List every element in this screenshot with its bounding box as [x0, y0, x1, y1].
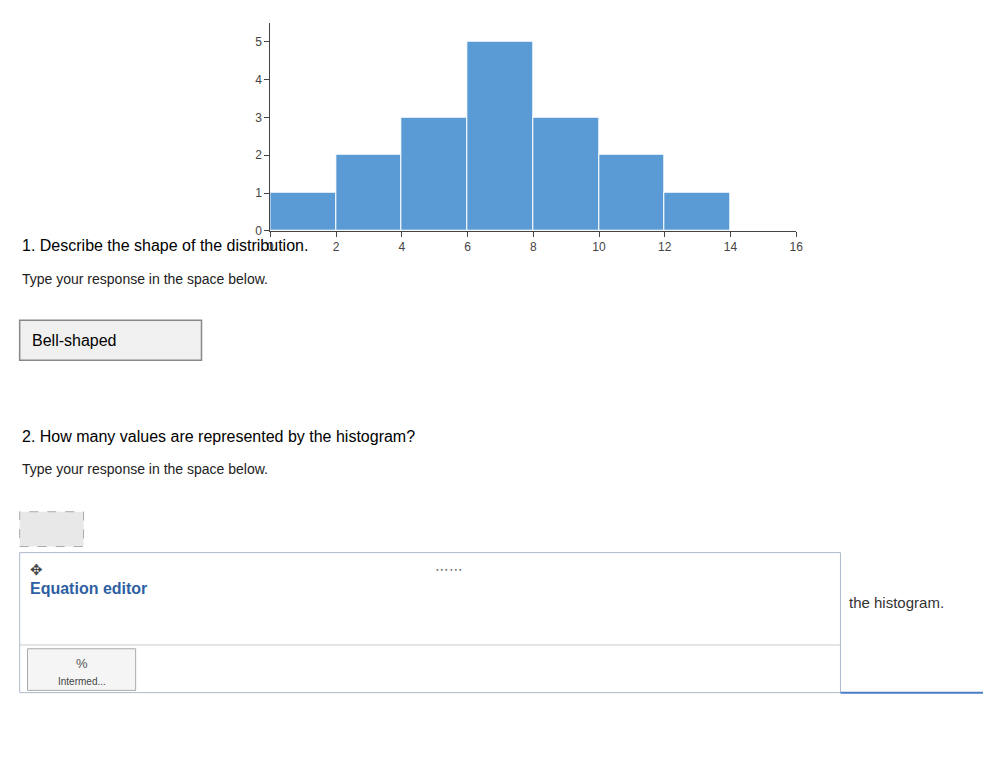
svg-text:4: 4	[398, 240, 405, 254]
svg-text:12: 12	[658, 240, 672, 254]
svg-text:Bell-shaped: Bell-shaped	[32, 332, 117, 349]
svg-text:16: 16	[790, 240, 804, 254]
svg-text:Intermed...: Intermed...	[58, 676, 106, 687]
svg-text:1: 1	[255, 186, 262, 200]
svg-text:14: 14	[724, 240, 738, 254]
svg-text:0: 0	[267, 240, 274, 254]
svg-text:5: 5	[255, 35, 262, 49]
svg-text:4: 4	[255, 73, 262, 87]
svg-text:8: 8	[530, 240, 537, 254]
svg-text:2. How many values are represe: 2. How many values are represented by th…	[22, 428, 415, 445]
svg-text:the histogram.: the histogram.	[849, 594, 944, 611]
svg-text:10: 10	[592, 240, 606, 254]
svg-text:Type your response in the spac: Type your response in the space below.	[22, 461, 268, 477]
svg-text:Equation editor: Equation editor	[30, 580, 147, 597]
svg-text:2: 2	[255, 148, 262, 162]
svg-text:⋯⋯: ⋯⋯	[435, 561, 463, 577]
svg-text:0: 0	[255, 224, 262, 238]
svg-text:2: 2	[333, 240, 340, 254]
svg-text:3: 3	[255, 111, 262, 125]
svg-text:%: %	[76, 656, 88, 671]
svg-text:✥: ✥	[30, 561, 43, 578]
svg-text:Type your response in the spac: Type your response in the space below.	[22, 271, 268, 287]
svg-text:6: 6	[464, 240, 471, 254]
svg-text:1. Describe the shape of the d: 1. Describe the shape of the distributio…	[22, 237, 308, 254]
